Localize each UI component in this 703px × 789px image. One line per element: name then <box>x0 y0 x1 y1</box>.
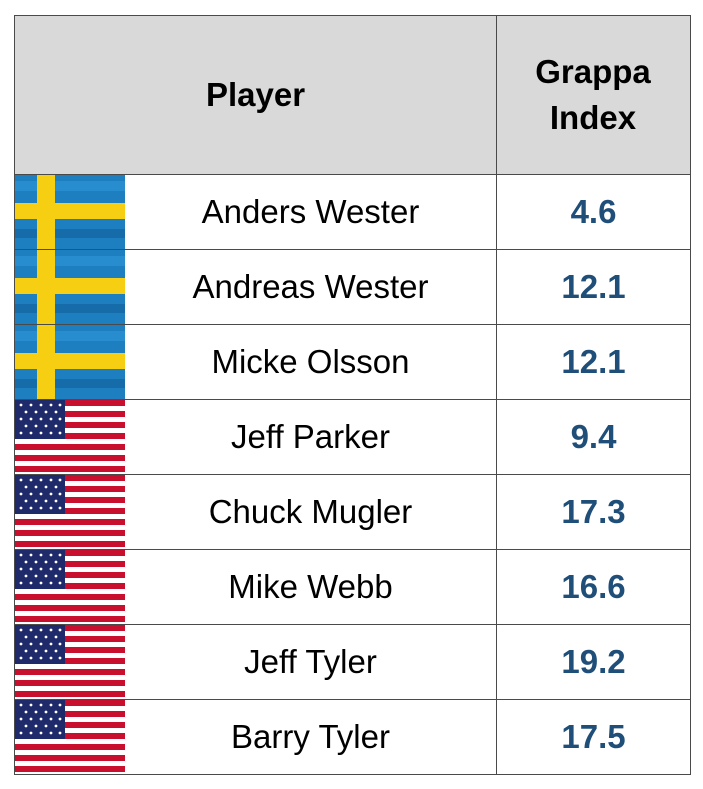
table-row: Mike Webb 16.6 <box>15 550 690 625</box>
player-name: Jeff Parker <box>231 418 390 455</box>
grappa-index-value: 4.6 <box>570 193 617 230</box>
grappa-index-value: 12.1 <box>561 343 626 380</box>
table-row: Jeff Parker 9.4 <box>15 400 690 475</box>
player-name: Jeff Tyler <box>244 643 377 680</box>
usa-flag-icon <box>15 550 125 624</box>
player-name: Anders Wester <box>201 193 420 230</box>
grappa-index-table: Player Grappa Index Anders Wester 4.6 <box>14 15 691 775</box>
grappa-index-header-line2: Index <box>549 99 637 136</box>
grappa-index-column-header: Grappa Index <box>496 16 690 174</box>
grappa-index-value: 16.6 <box>561 568 626 605</box>
usa-flag-icon <box>15 700 125 774</box>
player-name: Micke Olsson <box>211 343 410 380</box>
table-row: Chuck Mugler 17.3 <box>15 475 690 550</box>
table-row: Jeff Tyler 19.2 <box>15 625 690 700</box>
grappa-index-value: 17.3 <box>561 493 626 530</box>
usa-flag-icon <box>15 475 125 549</box>
table-row: Anders Wester 4.6 <box>15 175 690 250</box>
grappa-index-value: 9.4 <box>570 418 617 455</box>
grappa-index-header-line1: Grappa <box>535 53 651 90</box>
usa-flag-icon <box>15 625 125 699</box>
player-name: Mike Webb <box>228 568 393 605</box>
sweden-flag-icon <box>15 250 125 324</box>
grappa-index-value: 12.1 <box>561 268 626 305</box>
sweden-flag-icon <box>15 325 125 399</box>
table-row: Micke Olsson 12.1 <box>15 325 690 400</box>
player-name: Andreas Wester <box>192 268 429 305</box>
table-row: Barry Tyler 17.5 <box>15 700 690 775</box>
player-column-header: Player <box>205 76 306 113</box>
player-name: Barry Tyler <box>231 718 390 755</box>
usa-flag-icon <box>15 400 125 474</box>
column-divider <box>496 16 497 774</box>
table-header: Player Grappa Index <box>15 16 690 175</box>
player-name: Chuck Mugler <box>208 493 413 530</box>
table-row: Andreas Wester 12.1 <box>15 250 690 325</box>
sweden-flag-icon <box>15 175 125 249</box>
grappa-index-value: 19.2 <box>561 643 626 680</box>
grappa-index-value: 17.5 <box>561 718 626 755</box>
